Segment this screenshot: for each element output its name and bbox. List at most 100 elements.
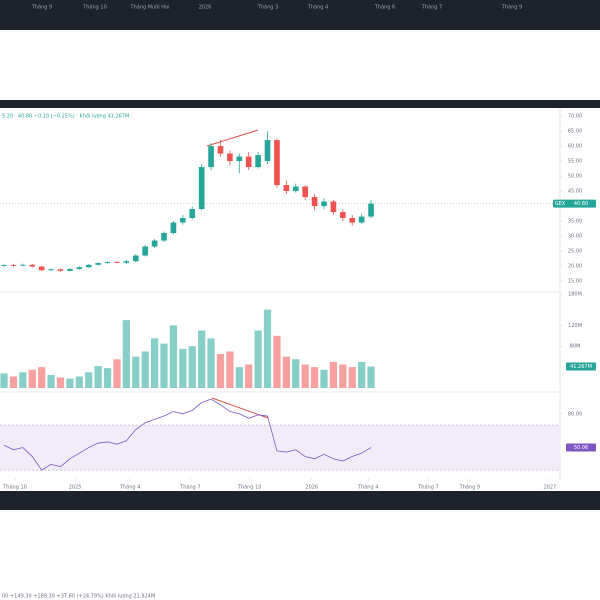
- volume-bar: [94, 366, 102, 388]
- candle-body: [10, 265, 17, 266]
- candle-body: [48, 269, 54, 271]
- candle-body: [1, 265, 7, 267]
- rsi-band: [0, 425, 560, 471]
- top-bar-label: Tháng 9: [31, 4, 52, 11]
- volume-bar: [339, 364, 347, 388]
- top-bar-label: Tháng 3: [257, 4, 278, 11]
- volume-bar: [235, 367, 243, 388]
- x-tick-label: 2025: [69, 485, 82, 491]
- candle-body: [245, 156, 252, 168]
- y-tick-label: 45.00: [568, 189, 582, 195]
- volume-bar: [292, 359, 300, 388]
- candle-body: [349, 218, 356, 223]
- top-bar-label: Tháng 7: [421, 4, 442, 11]
- candle-body: [217, 146, 224, 154]
- candle-body: [29, 264, 36, 267]
- volume-bar: [75, 376, 83, 388]
- candle-body: [95, 263, 101, 265]
- volume-tag: 41.267M: [570, 364, 592, 370]
- x-tick-label: Tháng 9: [459, 484, 480, 491]
- candle-body: [302, 186, 308, 198]
- y-tick-label: 15.00: [568, 279, 582, 285]
- candle-body: [161, 233, 167, 241]
- candle-body: [274, 140, 280, 186]
- volume-bar: [150, 338, 159, 388]
- price-tag-bg: [566, 199, 596, 208]
- top-bar-label: Tháng 4: [307, 4, 328, 11]
- candle-body: [283, 185, 290, 192]
- volume-bar: [348, 367, 356, 388]
- y-tick-label: 30.00: [568, 234, 582, 240]
- candle-body: [104, 262, 111, 264]
- candle-body: [311, 197, 318, 207]
- candle-body: [198, 167, 205, 210]
- volume-bar: [113, 359, 121, 388]
- y-tick-label: 50.00: [568, 174, 582, 180]
- volume-tick-label: 120M: [568, 323, 582, 329]
- candle-body: [339, 212, 346, 219]
- chart-bottom-border: [0, 491, 600, 510]
- legend-text: 5.20 · 40.80 −0.10 (−0.25%) · Khối lượng…: [2, 113, 129, 120]
- rsi-tick-label: 80.00: [568, 411, 582, 417]
- volume-bar: [301, 364, 309, 388]
- volume-bar: [28, 369, 36, 388]
- candle-body: [189, 209, 196, 219]
- volume-bar: [19, 372, 27, 388]
- top-bar-label: Tháng 10: [82, 4, 107, 11]
- candle-body: [67, 269, 73, 271]
- candle-body: [114, 262, 120, 263]
- volume-bar: [179, 348, 187, 388]
- candle-body: [321, 201, 327, 207]
- volume-bar: [85, 372, 93, 388]
- candle-body: [57, 269, 64, 271]
- top-bar-label: Tháng 9: [501, 4, 522, 11]
- volume-tick-label: 80M: [570, 344, 581, 350]
- top-bar-label: Tháng Mười Hai: [130, 4, 170, 11]
- candle-body: [38, 266, 45, 271]
- chart-top-border: [0, 100, 600, 108]
- top-bar-label: 2026: [199, 5, 212, 11]
- top-bar-label: Tháng 6: [374, 4, 395, 11]
- candle-body: [123, 261, 130, 263]
- volume-bar: [160, 343, 168, 388]
- volume-bar: [282, 356, 290, 388]
- price-tag: 40.80: [574, 201, 588, 207]
- bottom-bar-text: 00 +149.30 +189.30 +37.60 (+24.79%) Khối…: [2, 593, 155, 600]
- volume-bar: [226, 351, 234, 388]
- candle-body: [264, 140, 271, 162]
- volume-bar: [358, 361, 366, 388]
- volume-bar: [66, 378, 74, 388]
- volume-bar: [132, 356, 140, 388]
- divergence-line: [206, 129, 259, 147]
- x-tick-label: Tháng 10: [2, 484, 27, 491]
- candle-body: [227, 153, 233, 162]
- rsi-tag-bg: [566, 443, 596, 452]
- rsi-tag: 50.06: [574, 445, 588, 451]
- volume-bar: [141, 351, 149, 388]
- y-tick-label: 20.00: [568, 264, 582, 270]
- y-tick-label: 60.00: [568, 144, 582, 150]
- x-tick-label: Tháng 4: [119, 484, 140, 491]
- candle-body: [76, 267, 83, 270]
- candle-body: [292, 186, 299, 192]
- x-tick-label: Tháng 4: [357, 484, 378, 491]
- volume-bar: [329, 361, 338, 388]
- volume-bar: [263, 309, 272, 388]
- volume-bar: [188, 346, 196, 388]
- candle-body: [330, 201, 337, 213]
- candle-body: [132, 255, 139, 262]
- candle-body: [20, 264, 26, 266]
- y-tick-label: 70.00: [568, 114, 582, 120]
- candle-body: [368, 203, 374, 217]
- candle-body: [180, 218, 186, 223]
- x-tick-label: Tháng 7: [417, 484, 438, 491]
- candle-body: [236, 156, 243, 162]
- symbol-tag-bg: [553, 199, 567, 208]
- volume-bar: [254, 330, 262, 388]
- volume-bar: [367, 366, 375, 388]
- volume-bar: [198, 330, 206, 388]
- y-tick-label: 25.00: [568, 249, 582, 255]
- volume-tick-label: 180M: [568, 292, 582, 298]
- y-tick-label: 55.00: [568, 159, 582, 165]
